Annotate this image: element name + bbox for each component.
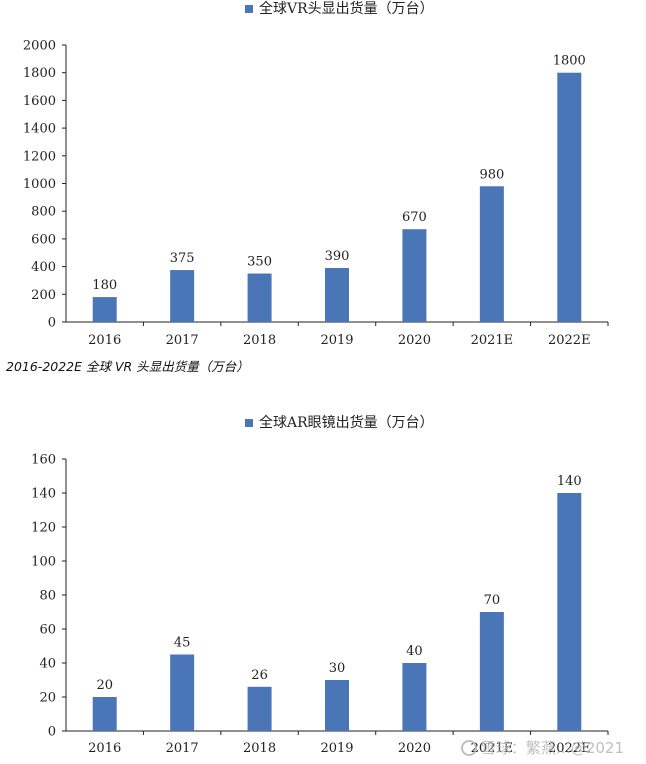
data-label: 180 bbox=[92, 278, 117, 293]
watermark-text: 雪球：繁燕…@2021 bbox=[480, 739, 624, 757]
data-label: 30 bbox=[329, 661, 346, 676]
legend-swatch bbox=[245, 419, 253, 427]
y-tick-label: 60 bbox=[39, 623, 56, 638]
bar bbox=[479, 612, 504, 731]
y-tick-label: 80 bbox=[39, 589, 56, 604]
x-tick-label: 2021E bbox=[471, 741, 514, 756]
data-label: 40 bbox=[406, 644, 423, 659]
x-tick-label: 2021E bbox=[471, 333, 514, 348]
x-tick-label: 2017 bbox=[166, 333, 199, 348]
data-label: 375 bbox=[170, 251, 195, 266]
y-tick-label: 200 bbox=[31, 288, 56, 303]
bar bbox=[557, 493, 582, 731]
y-tick-label: 400 bbox=[31, 260, 56, 275]
data-label: 1800 bbox=[553, 54, 586, 69]
legend-label: 全球AR眼镜出货量（万台） bbox=[259, 414, 434, 431]
data-label: 670 bbox=[402, 210, 427, 225]
bar bbox=[170, 270, 195, 322]
chart-caption: 2016-2022E 全球 VR 头显出货量（万台） bbox=[6, 359, 249, 374]
x-tick-label: 2019 bbox=[320, 333, 353, 348]
x-tick-label: 2016 bbox=[88, 333, 121, 348]
x-tick-label: 2019 bbox=[320, 741, 353, 756]
bar bbox=[92, 697, 117, 731]
y-tick-label: 1800 bbox=[23, 66, 56, 81]
legend-swatch bbox=[245, 5, 253, 13]
x-tick-label: 2022E bbox=[548, 741, 591, 756]
y-tick-label: 0 bbox=[48, 316, 56, 331]
y-tick-label: 600 bbox=[31, 232, 56, 247]
data-label: 45 bbox=[174, 636, 191, 651]
y-tick-label: 120 bbox=[31, 521, 56, 536]
bar bbox=[170, 654, 195, 731]
y-tick-label: 1200 bbox=[23, 149, 56, 164]
y-tick-label: 2000 bbox=[23, 39, 56, 54]
data-label: 980 bbox=[479, 167, 504, 182]
y-tick-label: 20 bbox=[39, 691, 56, 706]
bar bbox=[479, 186, 504, 322]
data-label: 26 bbox=[251, 668, 268, 683]
watermark-logo-icon bbox=[460, 739, 477, 756]
bar bbox=[325, 680, 349, 731]
data-label: 140 bbox=[557, 474, 582, 489]
y-tick-label: 1600 bbox=[23, 94, 56, 109]
y-tick-label: 1000 bbox=[23, 177, 56, 192]
y-tick-label: 0 bbox=[48, 725, 56, 740]
bar bbox=[557, 72, 582, 322]
data-label: 20 bbox=[96, 678, 113, 693]
y-tick-label: 100 bbox=[31, 555, 56, 570]
bar bbox=[325, 267, 349, 322]
x-tick-label: 2017 bbox=[166, 741, 199, 756]
legend-label: 全球VR头显出货量（万台） bbox=[259, 0, 434, 17]
x-tick-label: 2016 bbox=[88, 741, 121, 756]
y-tick-label: 800 bbox=[31, 205, 56, 220]
bar bbox=[92, 297, 117, 322]
x-tick-label: 2020 bbox=[398, 333, 431, 348]
x-tick-label: 2022E bbox=[548, 333, 591, 348]
data-label: 70 bbox=[484, 593, 501, 608]
y-tick-label: 140 bbox=[31, 487, 56, 502]
watermark: 雪球：繁燕…@2021 bbox=[460, 737, 624, 758]
bar bbox=[247, 273, 272, 322]
data-label: 350 bbox=[247, 255, 272, 270]
x-tick-label: 2018 bbox=[243, 741, 276, 756]
bar bbox=[402, 663, 427, 731]
y-tick-label: 160 bbox=[31, 453, 56, 468]
bar bbox=[247, 686, 272, 731]
y-tick-label: 40 bbox=[39, 657, 56, 672]
bar bbox=[402, 229, 427, 322]
data-label: 390 bbox=[325, 249, 350, 264]
x-tick-label: 2020 bbox=[398, 741, 431, 756]
y-tick-label: 1400 bbox=[23, 122, 56, 137]
x-tick-label: 2018 bbox=[243, 333, 276, 348]
